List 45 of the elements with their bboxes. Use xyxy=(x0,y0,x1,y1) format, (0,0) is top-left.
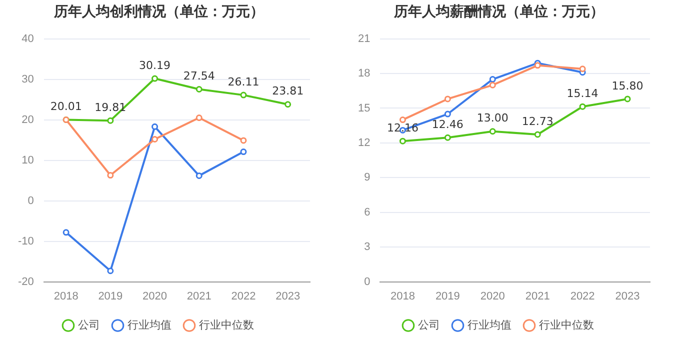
y-tick-label: 10 xyxy=(22,154,34,166)
legend-label: 行业均值 xyxy=(467,318,512,332)
y-tick-label: 30 xyxy=(22,73,34,86)
data-label: 20.01 xyxy=(50,100,82,114)
data-label: 27.54 xyxy=(183,70,215,83)
y-tick-label: 0 xyxy=(28,194,34,207)
x-tick-label: 2023 xyxy=(615,290,640,302)
data-label: 30.19 xyxy=(139,58,171,72)
data-label: 13.00 xyxy=(476,112,508,125)
y-tick-label: -10 xyxy=(18,235,34,248)
data-label: 23.81 xyxy=(272,84,304,98)
y-tick-label: -20 xyxy=(18,276,34,288)
data-label: 15.14 xyxy=(566,86,598,100)
y-tick-label: 21 xyxy=(358,32,370,45)
y-tick-label: 20 xyxy=(22,114,34,126)
x-tick-label: 2018 xyxy=(54,290,78,302)
y-tick-label: 12 xyxy=(358,136,370,149)
y-tick-label: 9 xyxy=(364,172,370,184)
legend-label: 公司 xyxy=(418,320,440,332)
x-tick-label: 2019 xyxy=(98,290,123,302)
legend-label: 公司 xyxy=(78,320,100,332)
data-label: 12.46 xyxy=(432,118,464,131)
chart-title: 历年人均薪酬情况（单位：万元） xyxy=(393,4,604,20)
x-tick-label: 2018 xyxy=(390,290,415,302)
data-label: 26.11 xyxy=(228,75,260,88)
x-tick-label: 2022 xyxy=(231,290,256,302)
y-tick-label: 15 xyxy=(358,102,370,114)
data-label: 15.80 xyxy=(612,79,644,92)
y-tick-label: 40 xyxy=(22,32,34,45)
y-tick-label: 3 xyxy=(364,241,370,254)
y-tick-label: 6 xyxy=(364,206,370,218)
x-tick-label: 2020 xyxy=(480,290,505,302)
y-tick-label: 18 xyxy=(358,68,370,80)
x-tick-label: 2021 xyxy=(525,290,550,302)
x-tick-label: 2020 xyxy=(142,290,168,302)
chart-title: 历年人均创利情况（单位：万元） xyxy=(53,4,264,20)
data-label: 12.73 xyxy=(522,114,554,128)
y-tick-label: 0 xyxy=(364,276,370,288)
x-tick-label: 2019 xyxy=(435,290,460,302)
legend-label: 行业中位数 xyxy=(198,318,254,332)
x-tick-label: 2023 xyxy=(276,290,300,302)
x-tick-label: 2022 xyxy=(570,290,595,302)
legend-label: 行业均值 xyxy=(127,318,172,332)
x-tick-label: 2021 xyxy=(186,290,212,302)
legend-label: 行业中位数 xyxy=(538,318,594,332)
